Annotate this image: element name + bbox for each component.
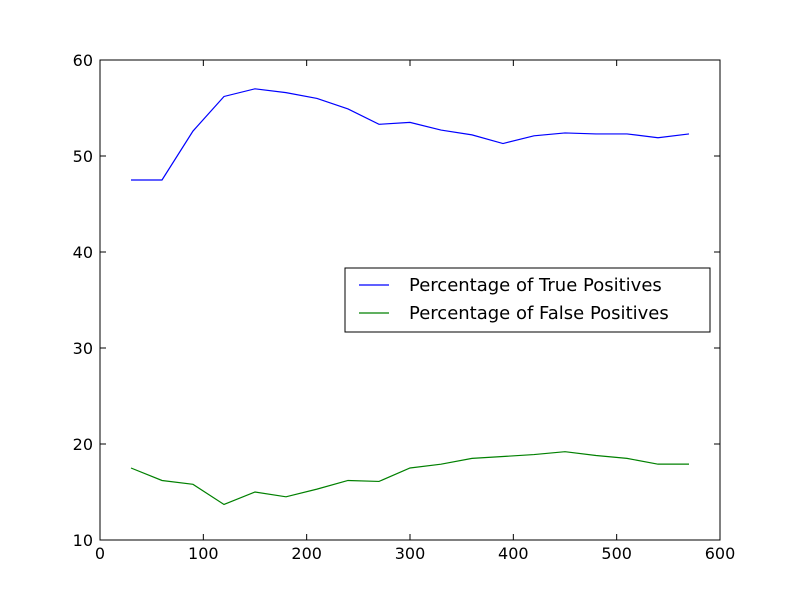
y-tick-label: 20 [73,435,93,454]
legend: Percentage of True Positives Percentage o… [345,268,710,332]
x-tick-label: 400 [498,544,529,563]
x-tick-label: 600 [705,544,736,563]
y-tick-label: 30 [73,339,93,358]
x-tick-label: 500 [601,544,632,563]
y-tick-label: 60 [73,51,93,70]
x-tick-label: 100 [188,544,219,563]
x-tick-label: 300 [395,544,426,563]
x-tick-label: 0 [95,544,105,563]
legend-label-2: Percentage of False Positives [409,303,669,324]
x-tick-label: 200 [291,544,322,563]
legend-label-1: Percentage of True Positives [409,275,662,296]
y-tick-label: 10 [73,531,93,550]
y-tick-label: 40 [73,243,93,262]
y-tick-label: 50 [73,147,93,166]
